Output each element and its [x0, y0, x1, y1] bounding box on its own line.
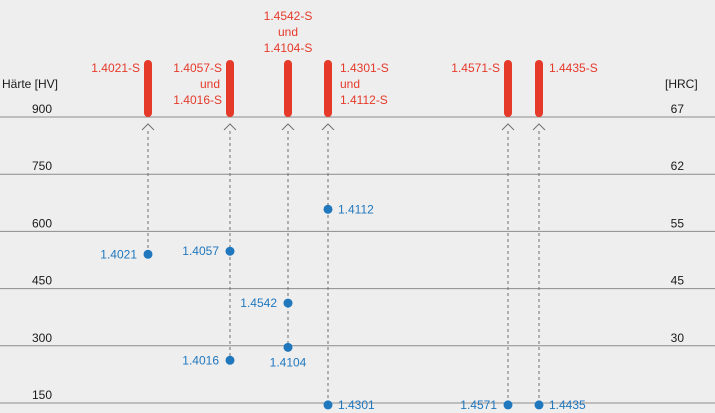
hv-tick-label: 450	[32, 274, 52, 288]
point-label: 1.4057	[182, 244, 219, 258]
hrc-tick-label: 67	[671, 102, 685, 116]
point-label: 1.4021	[100, 247, 137, 261]
chevron-up-icon	[281, 123, 295, 131]
data-point	[283, 342, 293, 352]
grid-layer: 900 67 750 62 600 55 450 45 300 30 150	[0, 102, 715, 404]
data-point	[534, 400, 544, 410]
steel-grade-label: und	[200, 77, 220, 91]
hv-tick-label: 150	[32, 388, 52, 402]
data-point-layer: 1.4021 1.4057 1.4016 1.4542 1.4104 1.4112 1.43…	[100, 202, 586, 412]
chevron-up-icon	[532, 123, 546, 131]
chevron-up-icon	[141, 123, 155, 131]
hv-tick-label: 600	[32, 216, 52, 230]
data-point	[503, 400, 513, 410]
steel-bar	[504, 60, 512, 117]
left-axis-label: Härte [HV]	[2, 77, 58, 91]
steel-grade-label: 1.4542-S	[264, 9, 313, 23]
data-point	[225, 246, 235, 256]
steel-grade-label: 1.4016-S	[173, 93, 222, 107]
point-label: 1.4112	[338, 202, 374, 216]
right-axis-label: [HRC]	[665, 77, 698, 91]
hrc-tick-label: 62	[671, 159, 685, 173]
steel-grade-label: 1.4301-S	[340, 61, 389, 75]
steel-grade-label: 1.4435-S	[549, 61, 598, 75]
steel-grade-label: 1.4104-S	[264, 41, 313, 55]
point-label: 1.4016	[182, 353, 219, 367]
steel-grade-label: 1.4571-S	[451, 61, 500, 75]
chevron-up-icon	[321, 123, 335, 131]
data-point	[225, 355, 235, 365]
chevron-up-icon	[223, 123, 237, 131]
hv-tick-label: 300	[32, 331, 52, 345]
data-point	[283, 298, 293, 308]
chevron-up-icon	[501, 123, 515, 131]
hrc-tick-label: 55	[671, 216, 685, 230]
point-label: 1.4301	[338, 398, 375, 412]
data-point	[143, 249, 153, 259]
data-point	[323, 400, 333, 410]
point-label: 1.4435	[549, 398, 586, 412]
steel-grade-label: 1.4021-S	[91, 61, 140, 75]
steel-bar	[226, 60, 234, 117]
point-label: 1.4571	[460, 398, 497, 412]
data-point	[323, 204, 333, 214]
hv-tick-label: 900	[32, 102, 52, 116]
dashed-line-layer	[147, 131, 540, 405]
steel-bar	[284, 60, 292, 117]
steel-bar	[144, 60, 152, 117]
steel-grade-label: 1.4112-S	[340, 93, 388, 107]
hrc-tick-label: 45	[671, 274, 685, 288]
steel-bar	[535, 60, 543, 117]
steel-grade-label: und	[340, 77, 360, 91]
point-label: 1.4104	[270, 355, 307, 369]
point-label: 1.4542	[240, 296, 277, 310]
steel-grade-label: 1.4057-S	[173, 61, 222, 75]
steel-bar-layer: 1.4021-S 1.4057-S und 1.4016-S 1.4542-S und 1.…	[91, 9, 598, 131]
steel-bar	[324, 60, 332, 117]
hrc-tick-label: 30	[671, 331, 685, 345]
steel-grade-label: und	[278, 25, 298, 39]
hv-tick-label: 750	[32, 159, 52, 173]
